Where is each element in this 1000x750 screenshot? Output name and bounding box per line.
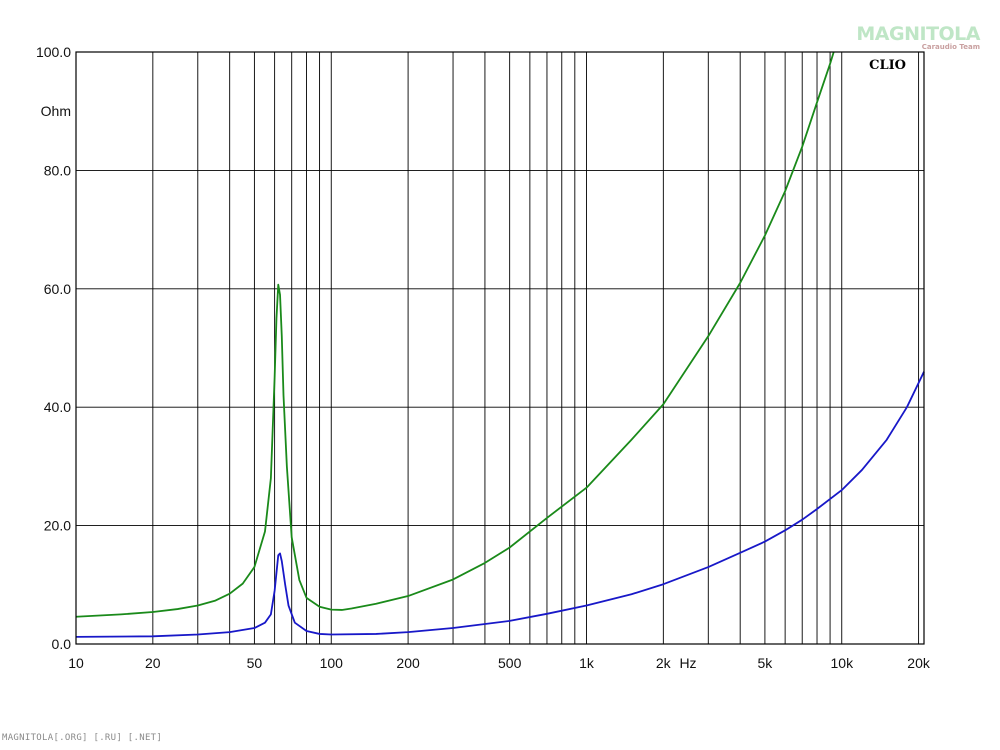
x-tick-label: 10k (831, 655, 855, 671)
grid (76, 52, 924, 644)
x-tick-label: 20k (907, 655, 931, 671)
y-unit-label: Ohm (41, 103, 71, 119)
watermark-logo: MAGNITOLA Caraudio Team (856, 23, 981, 51)
brand-label: CLIO (869, 58, 906, 73)
y-tick-labels: 0.0 20.0 40.0 60.0 80.0 100.0 (36, 44, 71, 652)
y-tick-label: 40.0 (44, 399, 71, 415)
series-line-1 (75, 51, 835, 618)
x-tick-labels: 10 20 50 100 200 500 1k 2k 5k 10k 20k (68, 655, 931, 671)
plot-frame (75, 51, 925, 645)
x-tick-label: 2k (656, 655, 672, 671)
x-tick-label: 50 (247, 655, 263, 671)
series-layer (75, 51, 925, 638)
x-tick-label: 5k (758, 655, 774, 671)
x-tick-label: 200 (396, 655, 420, 671)
x-tick-label: 500 (498, 655, 522, 671)
series-line-2 (75, 371, 925, 638)
y-tick-label: 80.0 (44, 162, 71, 178)
logo-subtext: Caraudio Team (922, 43, 980, 51)
x-tick-label: 20 (145, 655, 161, 671)
y-tick-label: 0.0 (52, 636, 72, 652)
y-tick-label: 20.0 (44, 518, 71, 534)
x-tick-label: 10 (68, 655, 84, 671)
y-tick-label: 60.0 (44, 281, 71, 297)
x-unit-label: Hz (679, 655, 696, 671)
logo-text: MAGNITOLA (856, 23, 980, 45)
footer-text: MAGNITOLA[.ORG] [.RU] [.NET] (2, 733, 163, 743)
x-tick-label: 1k (579, 655, 595, 671)
x-tick-label: 100 (320, 655, 344, 671)
y-tick-label: 100.0 (36, 44, 71, 60)
